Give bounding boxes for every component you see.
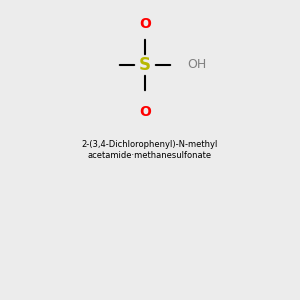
Text: S: S xyxy=(139,56,151,74)
Text: OH: OH xyxy=(187,58,206,71)
Text: O: O xyxy=(139,17,151,31)
Text: 2-(3,4-Dichlorophenyl)-N-methyl
acetamide·methanesulfonate: 2-(3,4-Dichlorophenyl)-N-methyl acetamid… xyxy=(82,140,218,160)
Text: O: O xyxy=(139,105,151,119)
